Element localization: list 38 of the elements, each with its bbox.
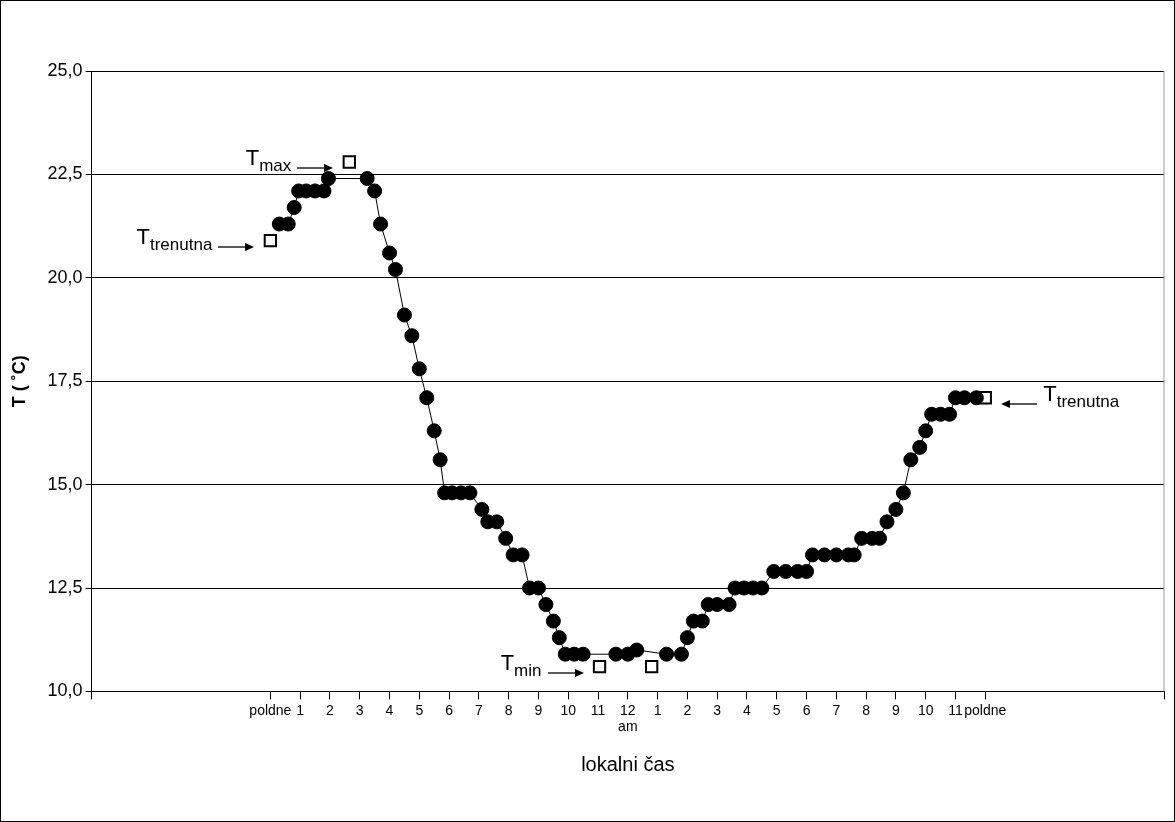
- x-tick-label: 4: [743, 701, 752, 718]
- x-tick-label: 9: [534, 701, 543, 718]
- x-tick-label: 8: [504, 701, 513, 718]
- y-tick-label: 15,0: [47, 473, 83, 494]
- x-tick-label: 6: [445, 701, 454, 718]
- x-tick-label: 11: [590, 701, 606, 718]
- x-tick-label: 2: [683, 701, 692, 718]
- y-tick-label: 22,5: [47, 163, 83, 184]
- x-tick-label: 1: [296, 701, 305, 718]
- x-tick-label: 7: [832, 701, 841, 718]
- x-axis-title: lokalni čas: [581, 752, 675, 775]
- x-tick-label: 5: [772, 701, 781, 718]
- annotation: T$_{min}$: [500, 649, 542, 680]
- y-tick-label: 20,0: [47, 266, 83, 287]
- x-tick-label: 4: [385, 701, 394, 718]
- x-tick-label: 6: [802, 701, 811, 718]
- annotation: T$_{max}$: [245, 144, 292, 175]
- annotation: T$_{trenutna}$: [136, 223, 213, 254]
- x-tick-label: 2: [326, 701, 335, 718]
- y-axis-title: T ( ˚C): [8, 355, 29, 408]
- x-tick-label: 3: [355, 701, 364, 718]
- x-tick-label: 10: [560, 701, 577, 718]
- x-tick-label: 10: [917, 701, 934, 718]
- x-tick-label: 1: [653, 701, 662, 718]
- x-tick-label: poldne: [249, 701, 292, 718]
- y-tick-label: 10,0: [47, 680, 83, 701]
- x-tick-label: 5: [415, 701, 424, 718]
- x-tick-label: 9: [892, 701, 901, 718]
- y-tick-label: 17,5: [47, 370, 83, 391]
- x-tick-label: 8: [862, 701, 871, 718]
- annotation: T$_{trenutna}$: [1043, 380, 1120, 411]
- y-tick-label: 12,5: [47, 576, 83, 597]
- x-tick-label: 3: [713, 701, 722, 718]
- x-tick-label: 7: [474, 701, 483, 718]
- x-tick-label: poldne: [964, 701, 1007, 718]
- x-tick-label: 11: [948, 701, 963, 718]
- x-tick-label: 12 am: [618, 701, 638, 735]
- y-tick-label: 25,0: [47, 59, 83, 80]
